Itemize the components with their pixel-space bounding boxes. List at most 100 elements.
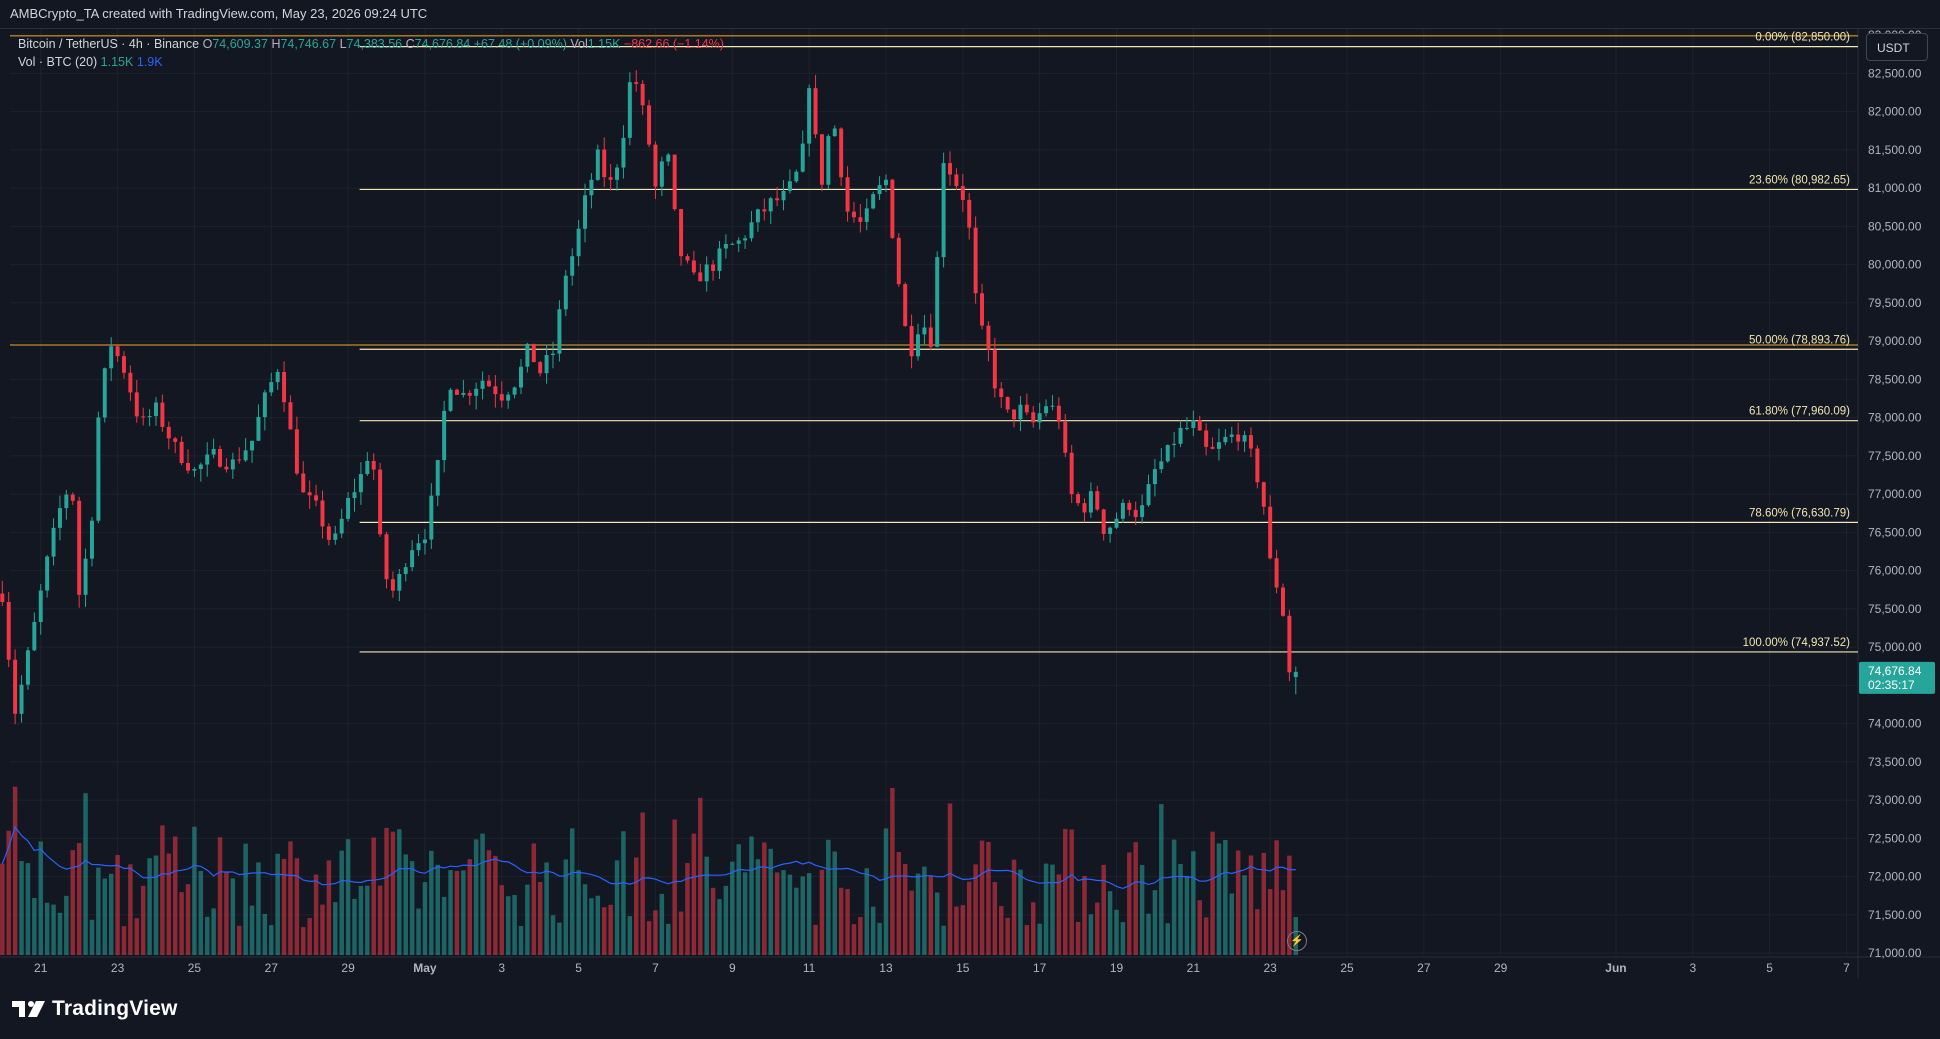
candle-body	[1204, 430, 1209, 447]
symbol-legend-row[interactable]: Bitcoin / TetherUS · 4h · Binance O74,60…	[18, 35, 724, 53]
y-axis-tick-label: 73,000.00	[1868, 793, 1922, 807]
volume-bar	[1069, 829, 1074, 955]
volume-bar	[858, 917, 863, 955]
candle-body	[570, 256, 575, 276]
currency-button[interactable]: USDT	[1866, 33, 1928, 61]
volume-bar	[1107, 891, 1113, 955]
volume-bar	[0, 863, 5, 955]
vol-change-value: −862.66 (−1.14%)	[623, 37, 724, 51]
low-value: 74,383.56	[346, 37, 403, 51]
candle-body	[339, 518, 344, 534]
candle-body	[1255, 448, 1260, 483]
lightning-icon[interactable]: ⚡	[1287, 931, 1307, 951]
x-axis-tick-label: 25	[188, 961, 202, 975]
candle-body	[1274, 558, 1279, 588]
vol-value: 1.15K	[587, 37, 621, 51]
open-value: 74,609.37	[212, 37, 268, 51]
volume-bar	[557, 922, 562, 955]
chart-pane[interactable]: 83,000.0082,500.0082,000.0081,500.0081,0…	[0, 28, 1940, 979]
volume-bar	[301, 927, 306, 955]
volume-bar	[601, 907, 607, 955]
volume-bar	[1171, 839, 1177, 955]
candle-body	[1280, 587, 1285, 616]
candle-body	[1293, 671, 1298, 678]
volume-bar	[365, 885, 370, 955]
volume-bar	[1031, 902, 1036, 955]
volume-bar	[537, 882, 543, 955]
brand[interactable]: TradingView	[12, 994, 178, 1024]
volume-bar	[1056, 874, 1062, 955]
x-axis-tick-label: 25	[1340, 961, 1354, 975]
candle-body	[877, 185, 882, 195]
volume-bar	[563, 859, 569, 955]
candle-body	[141, 416, 146, 418]
candle-body	[448, 389, 453, 411]
volume-bar	[666, 923, 671, 955]
volume-bar	[467, 859, 472, 955]
symbol-name[interactable]: Bitcoin / TetherUS · 4h · Binance	[18, 37, 200, 51]
volume-bar	[678, 911, 684, 955]
volume-bar	[736, 844, 741, 955]
tradingview-logo-icon	[12, 1001, 45, 1017]
volume-bar	[896, 852, 902, 955]
candle-body	[1056, 405, 1061, 422]
footer: TradingView	[0, 978, 1940, 1039]
candle-body	[218, 449, 223, 467]
volume-ma-line	[1, 825, 1296, 890]
candle-body	[294, 429, 299, 474]
candle-body	[1140, 505, 1145, 518]
volume-bar	[1037, 923, 1042, 955]
volume-bar	[1184, 876, 1190, 955]
candle-body	[589, 179, 594, 196]
volume-bar	[185, 884, 191, 955]
volume-bar	[499, 885, 505, 955]
candle-body	[25, 650, 30, 685]
candle-body	[435, 460, 440, 496]
candle-body	[314, 495, 319, 501]
candle-body	[38, 590, 43, 622]
candle-body	[224, 466, 229, 470]
candle-body	[410, 550, 415, 568]
candle-body	[634, 82, 639, 84]
volume-bar	[422, 882, 428, 955]
volume-bar	[794, 887, 799, 955]
volume-bar	[198, 870, 204, 955]
close-label: C	[405, 37, 415, 51]
y-axis-tick-label: 79,000.00	[1868, 334, 1922, 348]
volume-bar	[44, 902, 50, 955]
volume-bar	[473, 839, 479, 955]
volume-bar	[1216, 843, 1222, 955]
volume-bar	[1011, 859, 1017, 955]
candle-body	[538, 362, 543, 374]
volume-bar	[1229, 893, 1234, 955]
volume-indicator-legend-row[interactable]: Vol · BTC (20) 1.15K 1.9K	[18, 53, 724, 71]
candle-body	[0, 593, 5, 603]
volume-bar	[275, 853, 280, 955]
candle-body	[250, 440, 255, 451]
x-axis-tick-label: 17	[1033, 961, 1047, 975]
volume-bar	[717, 899, 722, 955]
volume-bar	[320, 904, 325, 955]
candle-body	[320, 500, 325, 527]
volume-bar	[211, 908, 216, 955]
volume-bar	[1152, 890, 1158, 955]
volume-bar	[1287, 855, 1292, 955]
volume-bar	[333, 902, 338, 955]
candle-body	[640, 83, 645, 106]
candle-body	[621, 137, 626, 168]
candle-body	[1287, 615, 1292, 673]
volume-bar	[621, 831, 626, 955]
indicator-name[interactable]: Vol · BTC (20)	[18, 55, 98, 69]
volume-bar	[595, 895, 601, 955]
volume-bar	[998, 906, 1004, 955]
x-axis-tick-label: 23	[1263, 961, 1277, 975]
price-chart[interactable]: 83,000.0082,500.0082,000.0081,500.0081,0…	[0, 29, 1940, 979]
volume-bar	[441, 896, 447, 955]
candle-body	[948, 163, 952, 175]
y-axis-tick-label: 75,500.00	[1868, 602, 1922, 616]
fib-level-label: 61.80% (77,960.09)	[1749, 406, 1850, 418]
candle-body	[960, 186, 965, 200]
volume-bar	[550, 915, 556, 955]
volume-bar	[1159, 804, 1164, 955]
x-axis-tick-label: 21	[34, 961, 48, 975]
